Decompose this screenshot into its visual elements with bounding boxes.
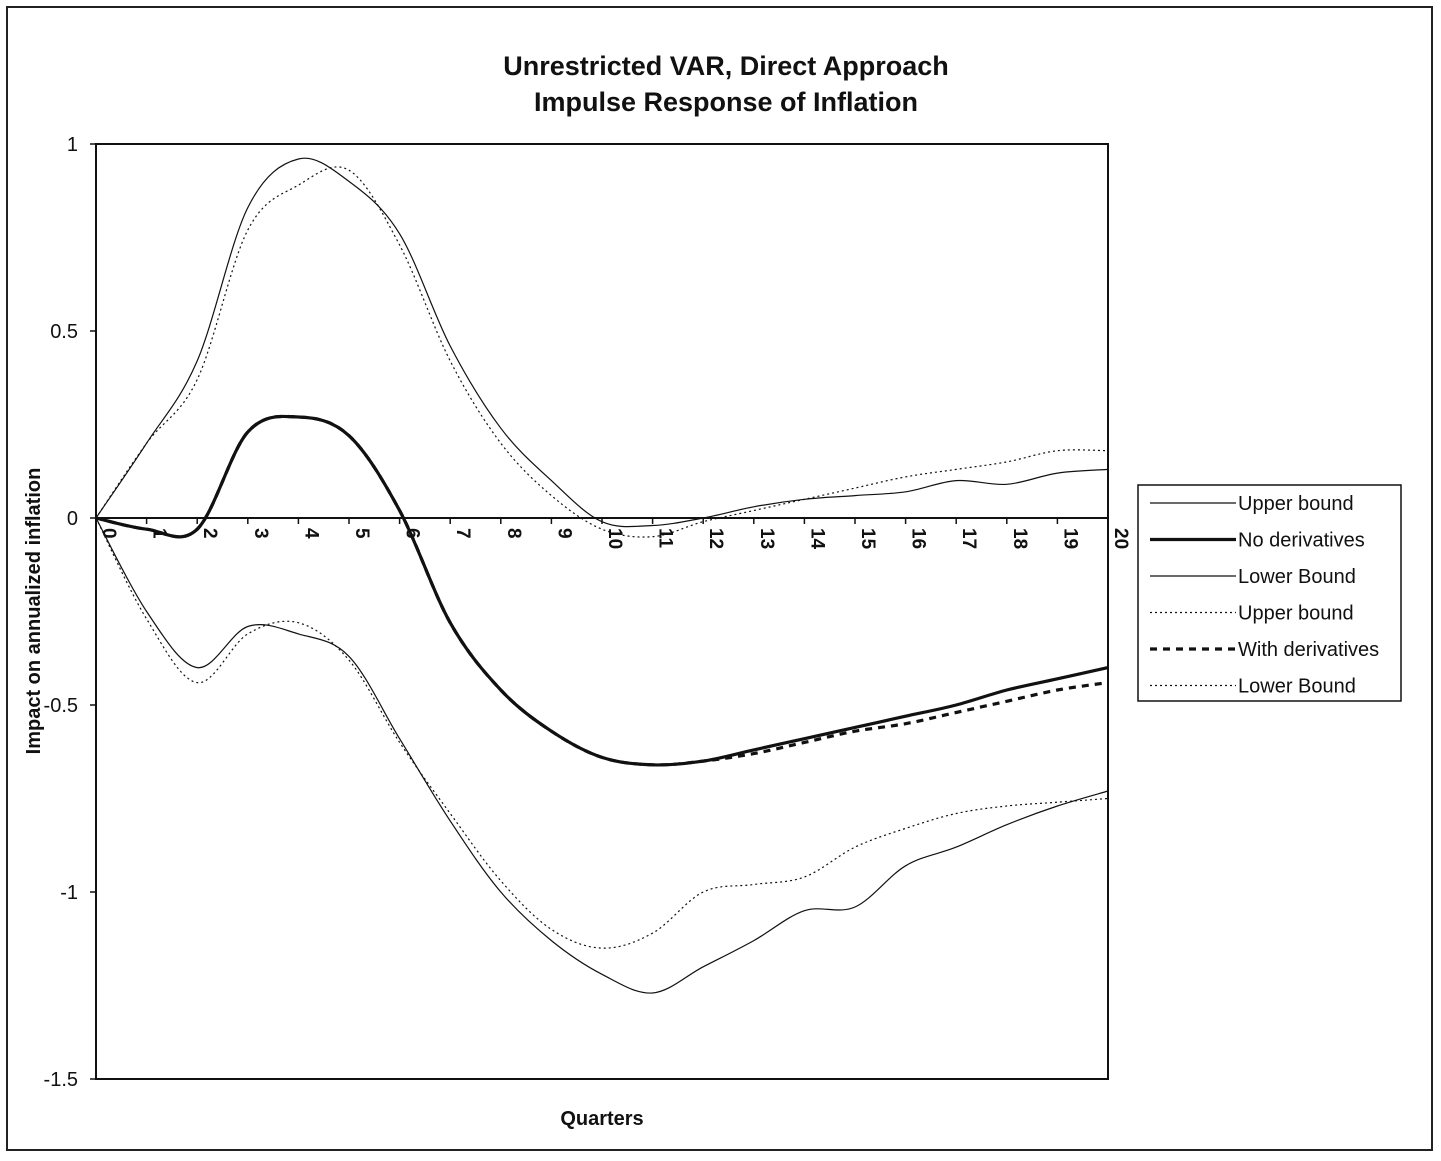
chart-subtitle: Impulse Response of Inflation [534, 87, 918, 117]
y-tick-label: -1 [60, 882, 78, 904]
legend-label-2: No derivatives [1238, 530, 1365, 552]
x-axis-title: Quarters [560, 1108, 643, 1130]
x-tick-label: 13 [756, 528, 777, 549]
legend-box [1137, 484, 1402, 702]
legend: Upper bound No derivatives Lower Bound Uppe… [1137, 484, 1402, 702]
series-line-5 [95, 414, 1109, 767]
x-tick-label: 19 [1059, 528, 1080, 549]
x-tick-label: 5 [351, 528, 372, 539]
y-tick-label: -1.5 [44, 1069, 78, 1091]
x-tick-label: 0 [98, 528, 119, 539]
x-tick-label: 14 [806, 528, 827, 550]
x-tick-label: 7 [452, 528, 473, 539]
legend-label-6: Lower Bound [1238, 676, 1356, 698]
legend-label-1: Upper bound [1238, 493, 1354, 515]
x-tick-label: 12 [705, 528, 726, 549]
x-tick-label: 4 [300, 528, 321, 539]
legend-label-4: Upper bound [1238, 603, 1354, 625]
x-tick-label: 6 [402, 528, 423, 539]
plot-area [95, 143, 1109, 1080]
y-tick-label: 0 [67, 508, 78, 530]
x-tick-label: 10 [604, 528, 625, 549]
x-tick-label: 8 [503, 528, 524, 539]
legend-label-3: Lower Bound [1238, 566, 1356, 588]
y-axis: 1 0.5 0 -0.5 -1 -1.5 [44, 134, 96, 1091]
x-axis: 0 1 2 3 4 5 6 7 8 9 10 11 12 13 14 15 16 17 18 19 20 [95, 518, 1131, 550]
x-tick-label: 3 [250, 528, 271, 539]
x-tick-label: 16 [908, 528, 929, 549]
x-tick-label: 18 [1009, 528, 1030, 549]
x-tick-label: 17 [958, 528, 979, 549]
x-tick-label: 20 [1110, 528, 1131, 549]
x-tick-label: 15 [857, 528, 878, 550]
series-line-3 [95, 517, 1109, 994]
figure-frame [6, 6, 1433, 1151]
x-tick-label: 2 [199, 528, 220, 539]
chart-title: Unrestricted VAR, Direct Approach [503, 51, 949, 81]
x-tick-label: 9 [553, 528, 574, 539]
legend-label-5: With derivatives [1238, 639, 1379, 661]
y-tick-label: 0.5 [50, 321, 78, 343]
series-layer [95, 157, 1109, 994]
x-tick-label: 1 [149, 528, 170, 539]
y-tick-label: -0.5 [44, 695, 78, 717]
series-line-4 [95, 166, 1109, 538]
series-line-1 [95, 157, 1109, 528]
series-line-6 [95, 517, 1109, 949]
x-tick-label: 11 [655, 528, 676, 549]
y-tick-label: 1 [67, 134, 78, 156]
y-axis-title: Impact on annualized inflation [23, 468, 45, 755]
